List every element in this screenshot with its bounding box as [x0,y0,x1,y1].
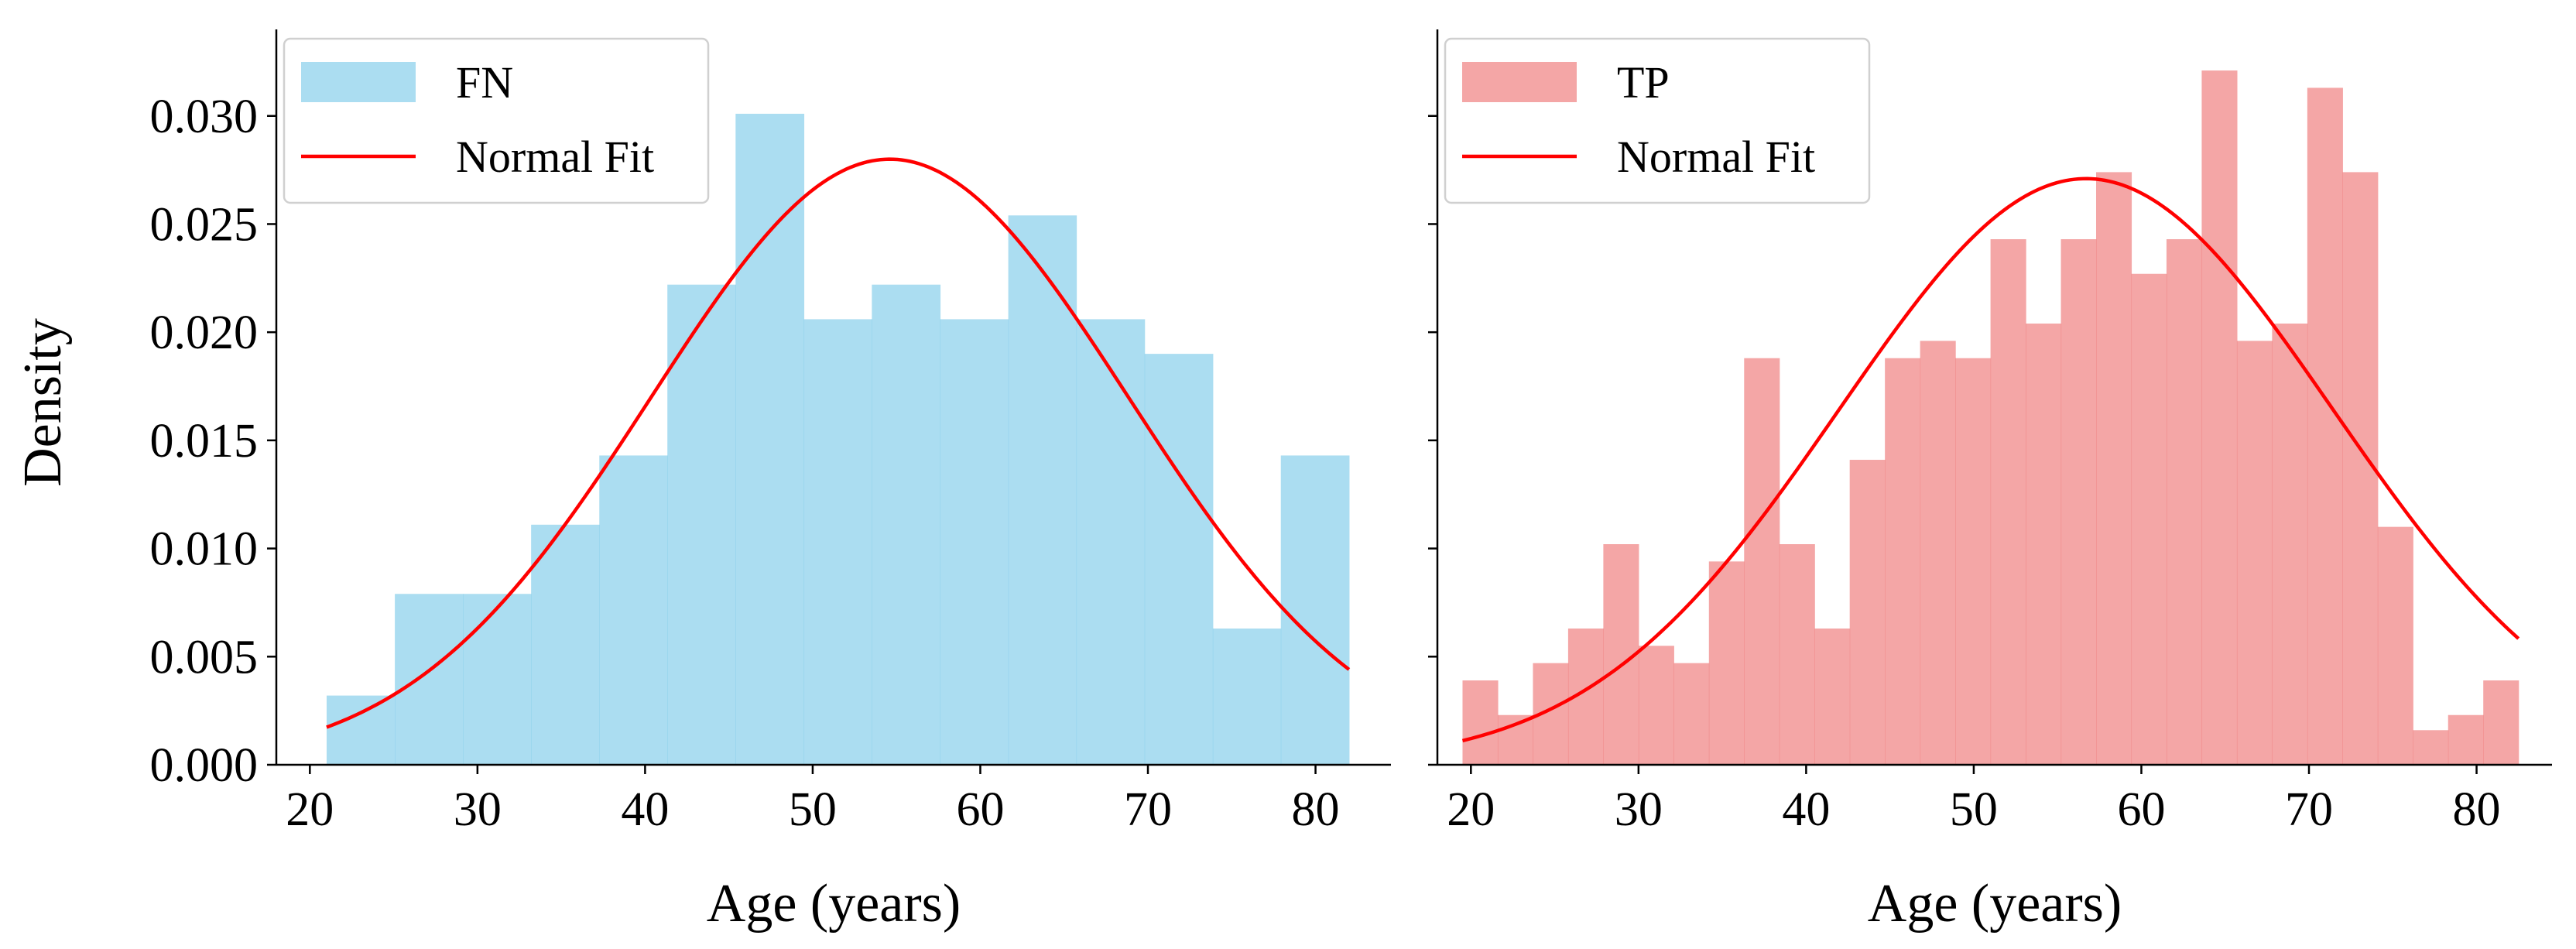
chart-left: 20 30 40 50 60 70 80 0.000 0.005 0.010 0.015 0.020… [150,29,1391,934]
x-tick-label: 20 [1447,783,1495,836]
x-tick-label: 70 [1124,783,1172,836]
histogram-bar [2272,324,2308,765]
histogram-bar [1849,460,1886,765]
histogram-bar [1708,561,1745,765]
histogram-bar [2448,714,2484,765]
histogram-bar [2131,273,2167,765]
histogram-bars-tp [1462,70,2519,766]
x-tick-label: 60 [2117,783,2165,836]
x-tick-label: 40 [621,783,669,836]
histogram-bar [1462,680,1499,765]
left-legend: FN Normal Fit [283,37,710,204]
x-tick-label: 80 [2453,783,2501,836]
y-tick-label: 0.010 [150,523,259,576]
histogram-bar [1990,239,2026,765]
histogram-bar [395,594,464,765]
y-axis-title: Density [13,318,73,487]
left-x-axis-title: Age (years) [707,874,961,934]
histogram-bar [1076,319,1146,766]
y-tick-label: 0.025 [150,198,259,251]
histogram-bar [1144,354,1214,765]
legend-patch-fn [301,62,416,102]
y-tick-label: 0.005 [150,631,259,683]
y-tick-label: 0.020 [150,307,259,359]
histogram-bar [940,319,1009,766]
histogram-bar [1638,646,1674,765]
normal-fit-curve-fn [326,157,1351,729]
histogram-bar [2201,70,2238,765]
histogram-bar [1779,544,1815,765]
histogram-bar [1673,663,1710,765]
right-x-ticks: 20 30 40 50 60 70 80 [1447,765,2501,836]
histogram-bar [2236,341,2273,766]
y-tick-label: 0.000 [150,739,259,792]
histogram-bar [326,695,396,765]
left-x-ticks: 20 30 40 50 60 70 80 [286,765,1340,836]
legend-label-tp: TP [1617,57,1670,108]
histogram-bar [2307,87,2343,766]
histogram-bar [735,113,805,765]
right-x-axis-title: Age (years) [1868,874,2122,934]
histogram-bar [2060,239,2097,765]
histogram-bar [2166,239,2203,765]
normal-fit-curve-tp [1461,176,2520,743]
legend-label-normal-fit: Normal Fit [1617,132,1815,182]
x-tick-label: 40 [1782,783,1830,836]
x-tick-label: 30 [454,783,502,836]
y-tick-label: 0.015 [150,415,259,468]
legend-label-fn: FN [456,57,513,108]
legend-label-normal-fit: Normal Fit [456,132,654,182]
x-tick-label: 30 [1615,783,1663,836]
x-tick-label: 60 [956,783,1004,836]
histogram-bar [2026,324,2062,765]
histogram-bar [2096,172,2132,766]
legend-patch-tp [1462,62,1577,102]
histogram-bars-fn [326,113,1350,766]
histogram-bar [1814,628,1851,765]
histogram-bar [803,319,872,766]
histogram-bar [667,284,736,765]
x-tick-label: 50 [789,783,837,836]
right-legend: TP Normal Fit [1444,37,1871,204]
histogram-bar [2377,526,2413,765]
histogram-bar [1744,358,1780,765]
histogram-bar [463,594,532,765]
x-tick-label: 20 [286,783,334,836]
histogram-bar [1212,628,1282,765]
y-tick-label: 0.030 [150,91,259,143]
x-tick-label: 70 [2285,783,2333,836]
histogram-bar [1920,341,1956,766]
histogram-bar [531,524,600,765]
x-tick-label: 50 [1950,783,1998,836]
histogram-bar [2483,680,2519,765]
left-y-ticks: 0.000 0.005 0.010 0.015 0.020 0.025 0.030 [150,91,276,792]
right-y-ticks [1428,115,1437,766]
histogram-bar [1955,358,1992,765]
histogram-bar [2413,730,2449,765]
chart-right: 20 30 40 50 60 70 80 Age (years) TP Normal Fit [1428,29,2552,934]
histogram-bar [1280,455,1350,765]
histogram-bar [599,455,668,765]
histogram-bar [872,284,941,765]
histogram-bar [1885,358,1921,765]
x-tick-label: 80 [1292,783,1340,836]
histogram-bar [1008,215,1077,765]
